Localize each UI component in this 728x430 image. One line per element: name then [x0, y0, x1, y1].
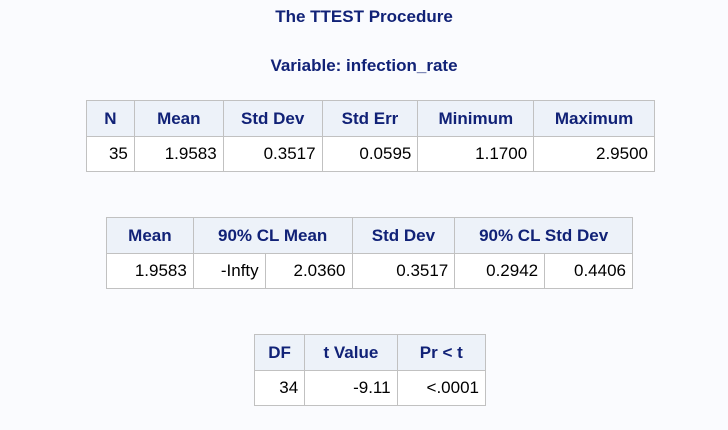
cell-pr-t: <.0001: [396, 370, 487, 406]
header-mean: Mean: [133, 100, 224, 137]
cell-cl-mean-lower: -Infty: [192, 253, 266, 289]
table-row: 34 -9.11 <.0001: [253, 370, 487, 406]
table-header-row: Mean 90% CL Mean Std Dev 90% CL Std Dev: [106, 217, 633, 254]
header-std-dev: Std Dev: [222, 100, 323, 137]
header-t-value: t Value: [304, 334, 398, 371]
cell-std-err: 0.0595: [321, 136, 419, 172]
cell-n: 35: [86, 136, 135, 172]
header-df: DF: [253, 334, 306, 371]
header-std-dev: Std Dev: [351, 217, 456, 254]
cell-minimum: 1.1700: [417, 136, 535, 172]
header-mean: Mean: [106, 217, 194, 254]
table-row: 1.9583 -Infty 2.0360 0.3517 0.2942 0.440…: [106, 253, 633, 289]
cell-df: 34: [253, 370, 306, 406]
variable-title: Variable: infection_rate: [270, 56, 458, 75]
statistics-table: N Mean Std Dev Std Err Minimum Maximum 3…: [86, 100, 655, 172]
table-header-row: N Mean Std Dev Std Err Minimum Maximum: [86, 100, 655, 137]
header-minimum: Minimum: [417, 100, 535, 137]
table-row: 35 1.9583 0.3517 0.0595 1.1700 2.9500: [86, 136, 655, 172]
cell-cl-std-dev-lower: 0.2942: [454, 253, 546, 289]
header-cl-std-dev: 90% CL Std Dev: [454, 217, 633, 254]
header-cl-mean: 90% CL Mean: [192, 217, 353, 254]
cell-cl-mean-upper: 2.0360: [264, 253, 353, 289]
table-header-row: DF t Value Pr < t: [253, 334, 487, 371]
cell-maximum: 2.9500: [533, 136, 655, 172]
procedure-title: The TTEST Procedure: [275, 7, 453, 26]
header-maximum: Maximum: [533, 100, 655, 137]
header-pr-t: Pr < t: [396, 334, 487, 371]
cell-std-dev: 0.3517: [351, 253, 456, 289]
cell-cl-std-dev-upper: 0.4406: [544, 253, 633, 289]
cell-std-dev: 0.3517: [222, 136, 323, 172]
cell-mean: 1.9583: [133, 136, 224, 172]
t-test-table: DF t Value Pr < t 34 -9.11 <.0001: [253, 334, 487, 406]
cell-mean: 1.9583: [106, 253, 194, 289]
cell-t-value: -9.11: [304, 370, 398, 406]
confidence-limits-table: Mean 90% CL Mean Std Dev 90% CL Std Dev …: [106, 217, 633, 289]
header-n: N: [86, 100, 135, 137]
header-std-err: Std Err: [321, 100, 419, 137]
